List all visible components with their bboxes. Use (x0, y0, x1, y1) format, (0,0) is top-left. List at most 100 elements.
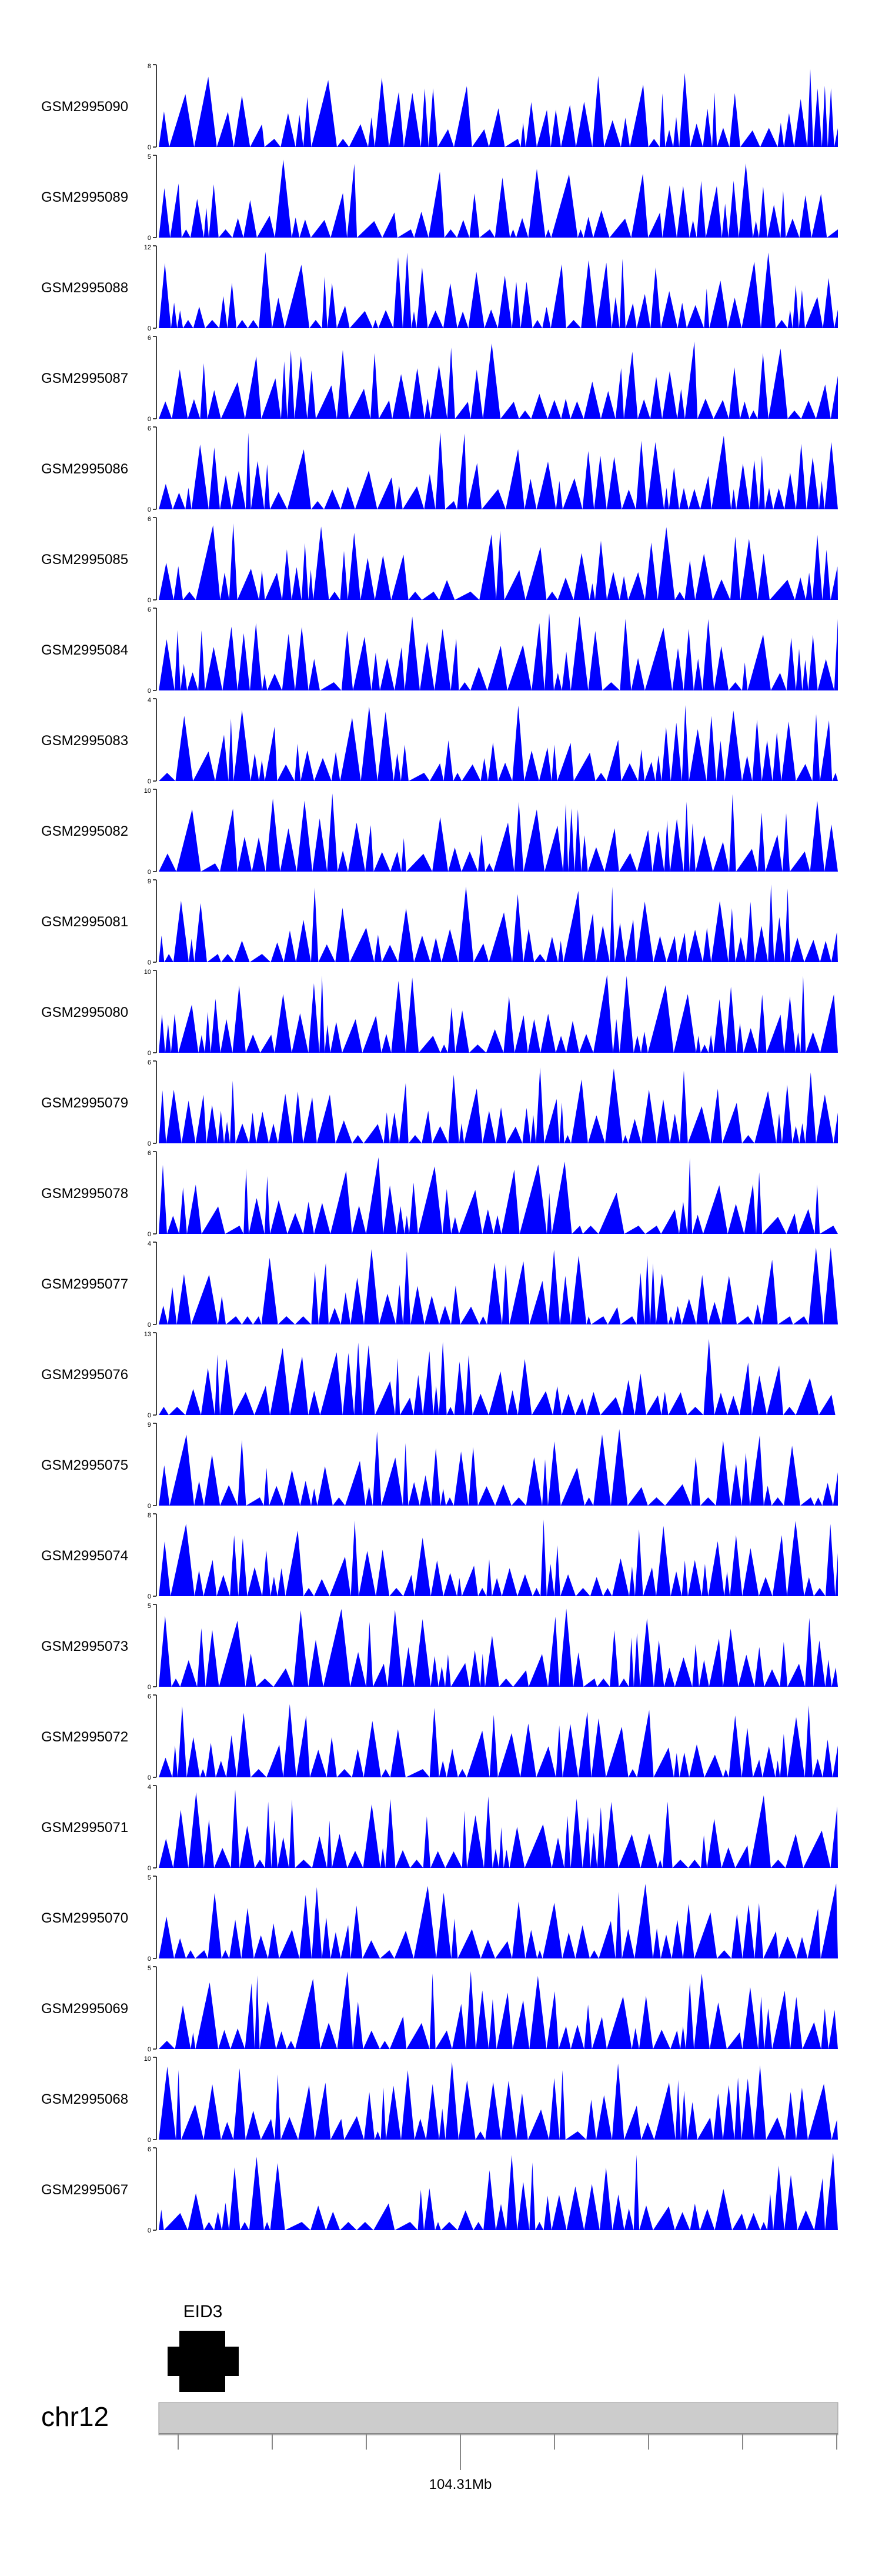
y-axis-min-label: 0 (148, 1956, 151, 1963)
y-axis-max-label: 6 (148, 516, 151, 523)
y-axis-max-label: 4 (148, 697, 151, 704)
track-label: GSM2995081 (41, 914, 128, 930)
y-axis-min-label: 0 (148, 869, 151, 876)
coverage-area (159, 1339, 838, 1415)
y-axis-max-label: 5 (148, 1603, 151, 1610)
track-label: GSM2995078 (41, 1186, 128, 1202)
track-label: GSM2995086 (41, 461, 128, 477)
y-axis-min-label: 0 (148, 416, 151, 423)
y-axis-max-label: 10 (144, 788, 151, 795)
coverage-area (159, 1790, 838, 1868)
track-label: GSM2995070 (41, 1910, 128, 1926)
track-label: GSM2995088 (41, 280, 128, 296)
y-axis-max-label: 5 (148, 1965, 151, 1972)
y-axis-max-label: 8 (148, 1512, 151, 1519)
y-axis-min-label: 0 (148, 778, 151, 785)
coverage-area (159, 2153, 838, 2230)
y-axis-max-label: 13 (144, 1331, 151, 1338)
coverage-area (159, 1971, 838, 2049)
coverage-area (159, 2062, 838, 2140)
chromosome-label: chr12 (41, 2401, 109, 2432)
coverage-area (159, 341, 838, 419)
coverage-area (159, 1247, 838, 1324)
coverage-track: GSM2995083 4 0 (41, 697, 838, 785)
y-axis-max-label: 8 (148, 63, 151, 70)
gene-model (168, 2331, 239, 2392)
track-label: GSM2995083 (41, 733, 128, 749)
coverage-track: GSM2995068 10 0 (41, 2056, 838, 2144)
coverage-area (159, 69, 838, 148)
coverage-area (159, 884, 838, 962)
coverage-track: GSM2995090 8 0 (41, 63, 838, 151)
track-label: GSM2995090 (41, 99, 128, 115)
y-axis-min-label: 0 (148, 1503, 151, 1510)
coverage-area (159, 705, 838, 781)
coverage-track: GSM2995081 9 0 (41, 878, 838, 966)
y-axis-min-label: 0 (148, 597, 151, 604)
track-label: GSM2995072 (41, 1729, 128, 1745)
coverage-track: GSM2995080 10 0 (41, 969, 838, 1057)
coverage-area (159, 159, 838, 238)
coverage-area (159, 1519, 838, 1596)
y-axis-max-label: 4 (148, 1784, 151, 1791)
coverage-tracks: GSM299509080GSM299508950GSM2995088120GSM… (41, 63, 838, 2234)
coverage-track: GSM2995089 5 0 (41, 154, 838, 242)
y-axis-min-label: 0 (148, 144, 151, 151)
track-label: GSM2995076 (41, 1367, 128, 1383)
y-axis-max-label: 10 (144, 2056, 151, 2063)
y-axis-min-label: 0 (148, 1140, 151, 1147)
y-axis-min-label: 0 (148, 2137, 151, 2144)
track-label: GSM2995074 (41, 1548, 128, 1564)
y-axis-max-label: 5 (148, 1874, 151, 1881)
track-label: GSM2995068 (41, 2091, 128, 2107)
coverage-track: GSM2995069 5 0 (41, 1965, 838, 2053)
y-axis-max-label: 12 (144, 244, 151, 251)
coverage-track: GSM2995084 6 0 (41, 606, 838, 695)
y-axis-min-label: 0 (148, 1412, 151, 1419)
coverage-area (159, 1429, 838, 1506)
genome-axis: 104.31Mb (159, 2433, 838, 2492)
y-axis-max-label: 9 (148, 878, 151, 885)
y-axis-max-label: 9 (148, 1422, 151, 1429)
y-axis-max-label: 6 (148, 2146, 151, 2153)
coverage-track: GSM2995072 6 0 (41, 1693, 838, 1781)
y-axis-min-label: 0 (148, 959, 151, 966)
y-axis-min-label: 0 (148, 1593, 151, 1600)
coverage-track: GSM2995088 12 0 (41, 244, 838, 332)
y-axis-max-label: 10 (144, 969, 151, 976)
coverage-track: GSM2995070 5 0 (41, 1874, 838, 1963)
y-axis-min-label: 0 (148, 506, 151, 513)
y-axis-min-label: 0 (148, 1774, 151, 1781)
y-axis-max-label: 5 (148, 154, 151, 161)
coverage-track: GSM2995067 6 0 (41, 2146, 838, 2234)
y-axis-max-label: 6 (148, 335, 151, 342)
chromosome-bar (158, 2402, 838, 2435)
y-axis-min-label: 0 (148, 1865, 151, 1872)
coverage-track: GSM2995075 9 0 (41, 1422, 838, 1510)
coverage-area (159, 1704, 838, 1777)
coverage-area (159, 975, 838, 1053)
track-label: GSM2995085 (41, 552, 128, 568)
track-label: GSM2995067 (41, 2182, 128, 2198)
y-axis-min-label: 0 (148, 1050, 151, 1057)
y-axis-max-label: 6 (148, 425, 151, 432)
coverage-area (159, 1609, 838, 1687)
y-axis-max-label: 4 (148, 1240, 151, 1247)
y-axis-max-label: 6 (148, 1693, 151, 1700)
coverage-track: GSM2995078 6 0 (41, 1150, 838, 1238)
coverage-area (159, 252, 838, 328)
coverage-track: GSM2995077 4 0 (41, 1240, 838, 1329)
coverage-track: GSM2995071 4 0 (41, 1784, 838, 1872)
track-label: GSM2995080 (41, 1005, 128, 1020)
coverage-track: GSM2995074 8 0 (41, 1512, 838, 1600)
track-label: GSM2995089 (41, 189, 128, 205)
y-axis-min-label: 0 (148, 688, 151, 695)
track-label: GSM2995071 (41, 1820, 128, 1836)
coverage-area (159, 793, 838, 872)
y-axis-min-label: 0 (148, 1322, 151, 1329)
track-label: GSM2995073 (41, 1639, 128, 1654)
y-axis-min-label: 0 (148, 2227, 151, 2234)
coverage-track: GSM2995087 6 0 (41, 335, 838, 423)
track-label: GSM2995075 (41, 1457, 128, 1473)
